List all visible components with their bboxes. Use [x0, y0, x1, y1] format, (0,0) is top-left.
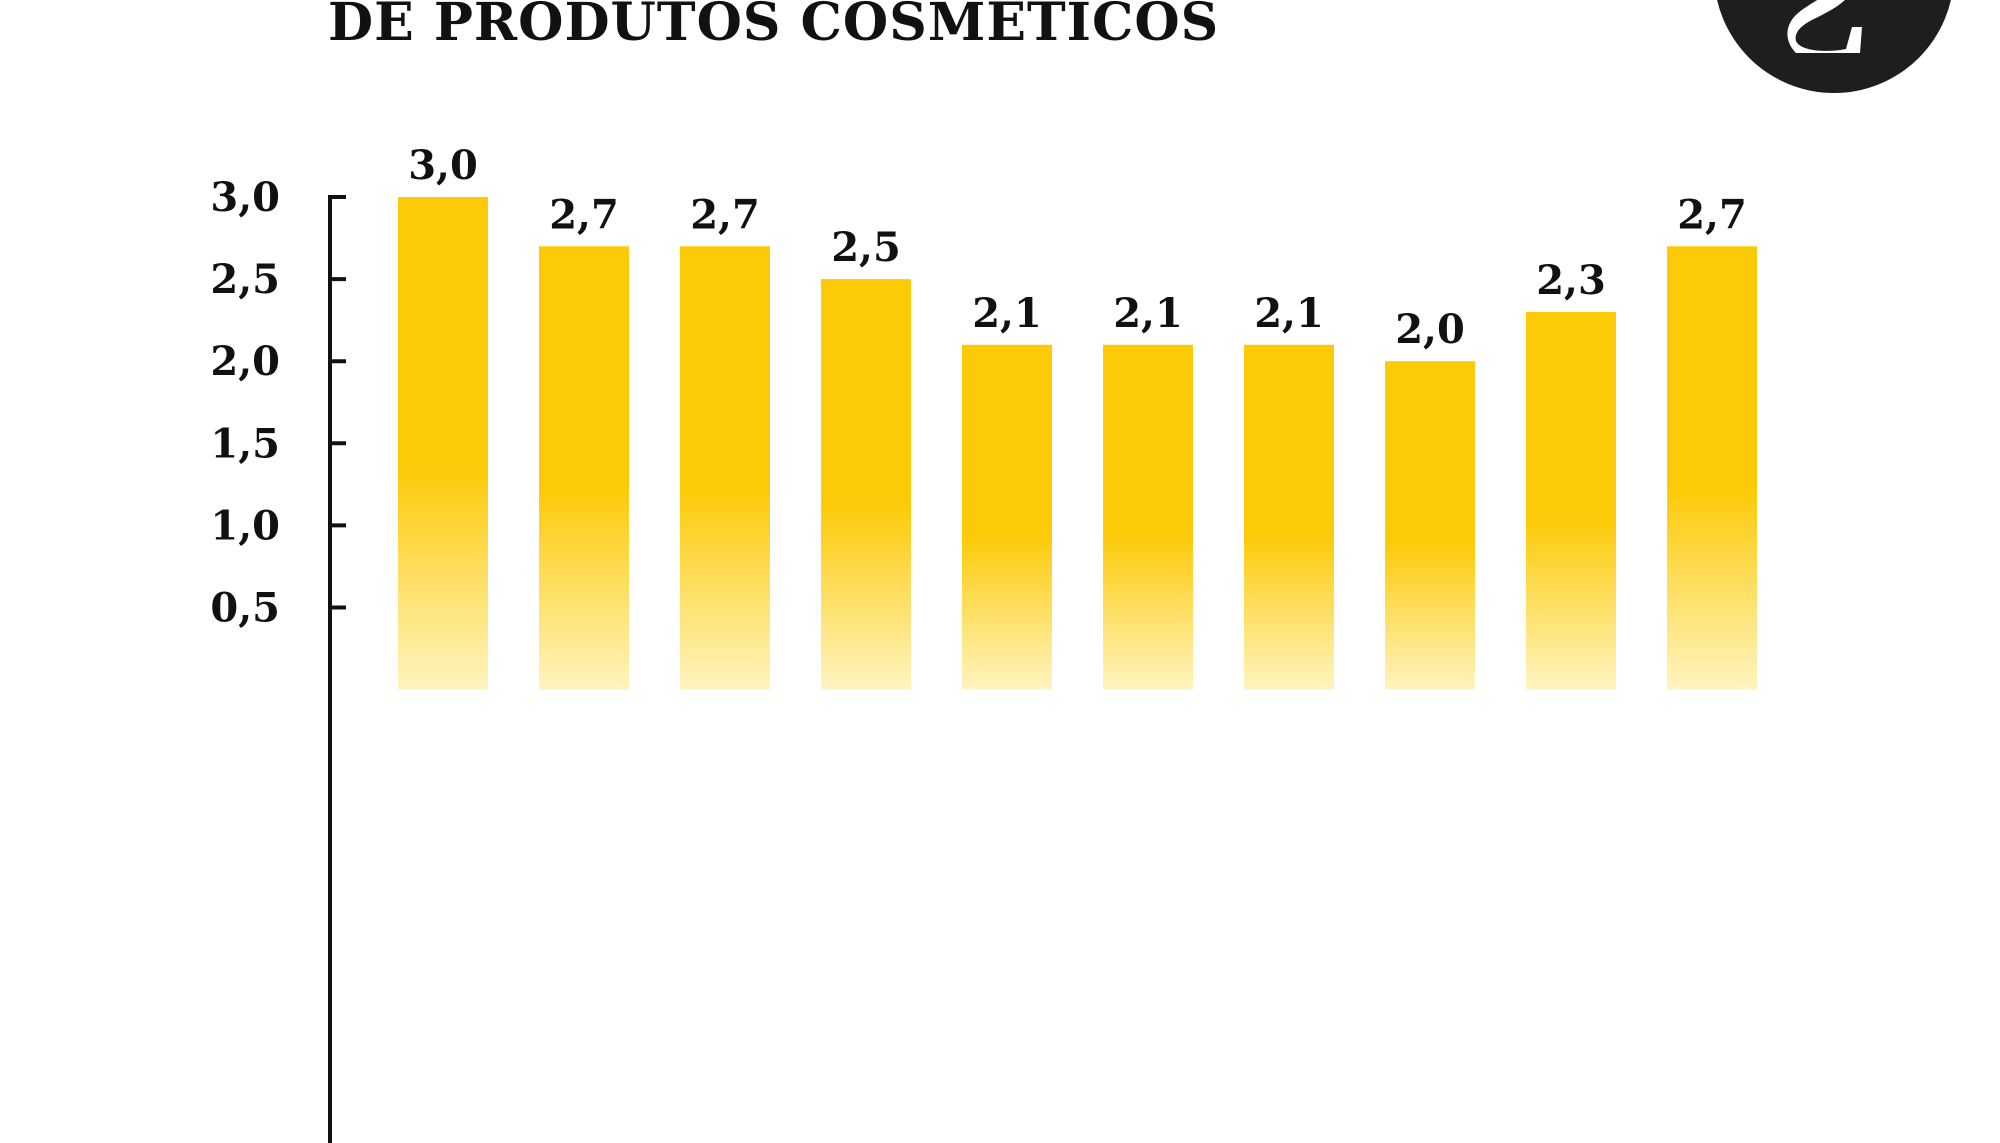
y-tick-label-2: 1,0 — [210, 502, 280, 549]
bar-7 — [1244, 344, 1334, 690]
y-tick-label-6: 3,0 — [210, 174, 280, 221]
y-tick-label-5: 2,5 — [210, 256, 280, 303]
value-label-8: 2,0 — [1395, 306, 1465, 353]
bar-5 — [962, 344, 1052, 690]
value-label-7: 2,1 — [1254, 290, 1324, 337]
y-tick-label-1: 0,5 — [210, 585, 280, 632]
logo-s-glyph-icon — [1787, 0, 1862, 53]
bar-9 — [1526, 311, 1616, 690]
value-labels-layer: 3,0 2,7 2,7 2,5 2,1 2,1 2,1 2,0 2,3 2,7 — [408, 142, 1747, 353]
value-label-4: 2,5 — [831, 224, 901, 271]
value-label-3: 2,7 — [690, 191, 760, 238]
value-label-5: 2,1 — [972, 290, 1042, 337]
bar-4 — [821, 279, 911, 690]
value-label-9: 2,3 — [1536, 257, 1606, 304]
bar-3 — [680, 246, 770, 690]
y-axis: 0,5 1,0 1,5 2,0 2,5 3,0 — [210, 174, 346, 1143]
bar-1 — [398, 197, 488, 690]
value-label-1: 3,0 — [408, 142, 478, 189]
value-label-6: 2,1 — [1113, 290, 1183, 337]
bars-layer — [398, 197, 1757, 690]
y-tick-label-4: 2,0 — [210, 338, 280, 385]
value-label-2: 2,7 — [549, 191, 619, 238]
bar-2 — [539, 246, 629, 690]
y-tick-label-3: 1,5 — [210, 420, 280, 467]
chart-title: DE PRODUTOS COSMÉTICOS — [328, 0, 1220, 53]
bar-8 — [1385, 361, 1475, 690]
value-label-10: 2,7 — [1677, 191, 1747, 238]
bar-6 — [1103, 344, 1193, 690]
bar-10 — [1667, 246, 1757, 690]
